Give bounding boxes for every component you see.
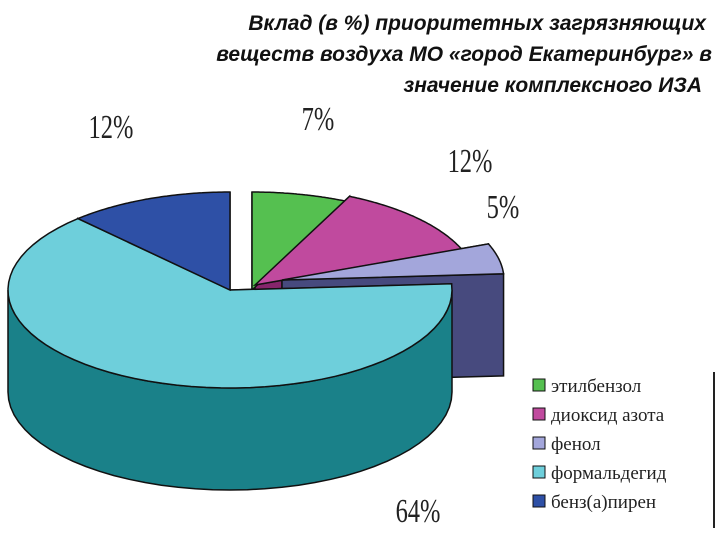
chart-title-line-3: значение комплексного ИЗА (403, 74, 702, 97)
chart-title-line-2: веществ воздуха МО «город Екатеринбург» … (216, 43, 712, 66)
legend-label-3: формальдегид (551, 463, 667, 484)
legend-box (528, 369, 706, 529)
legend-swatch-1 (532, 407, 546, 421)
slice-2 (281, 243, 505, 281)
legend-label-1: диоксид азота (551, 405, 665, 426)
legend-label-4: бенз(а)пирен (551, 492, 656, 513)
legend-label-0: этилбензол (551, 376, 642, 397)
slice-label-3: 64% (396, 493, 441, 530)
legend-swatch-4 (532, 494, 546, 508)
pie-slices (7, 191, 505, 389)
legend: этилбензол диоксид азота фенол формальдегид… (528, 369, 715, 529)
chart-title: Вклад (в %) приоритетных загрязняющих ве… (0, 8, 712, 101)
slice-labels: 7% 12% 5% 64% 12% (89, 101, 520, 530)
legend-swatch-0 (532, 378, 546, 392)
legend-label-2: фенол (551, 434, 601, 455)
slice-4 (76, 191, 231, 292)
slice-label-0: 7% (302, 101, 335, 138)
slice-label-2: 5% (487, 189, 520, 226)
legend-swatch-3 (532, 465, 546, 479)
slice-label-1: 12% (448, 143, 493, 180)
slice-3 (7, 217, 453, 389)
legend-swatch-2 (532, 436, 546, 450)
slice-1 (252, 195, 463, 287)
slice-label-4: 12% (89, 109, 134, 146)
chart-title-line-1: Вклад (в %) приоритетных загрязняющих (248, 12, 706, 35)
